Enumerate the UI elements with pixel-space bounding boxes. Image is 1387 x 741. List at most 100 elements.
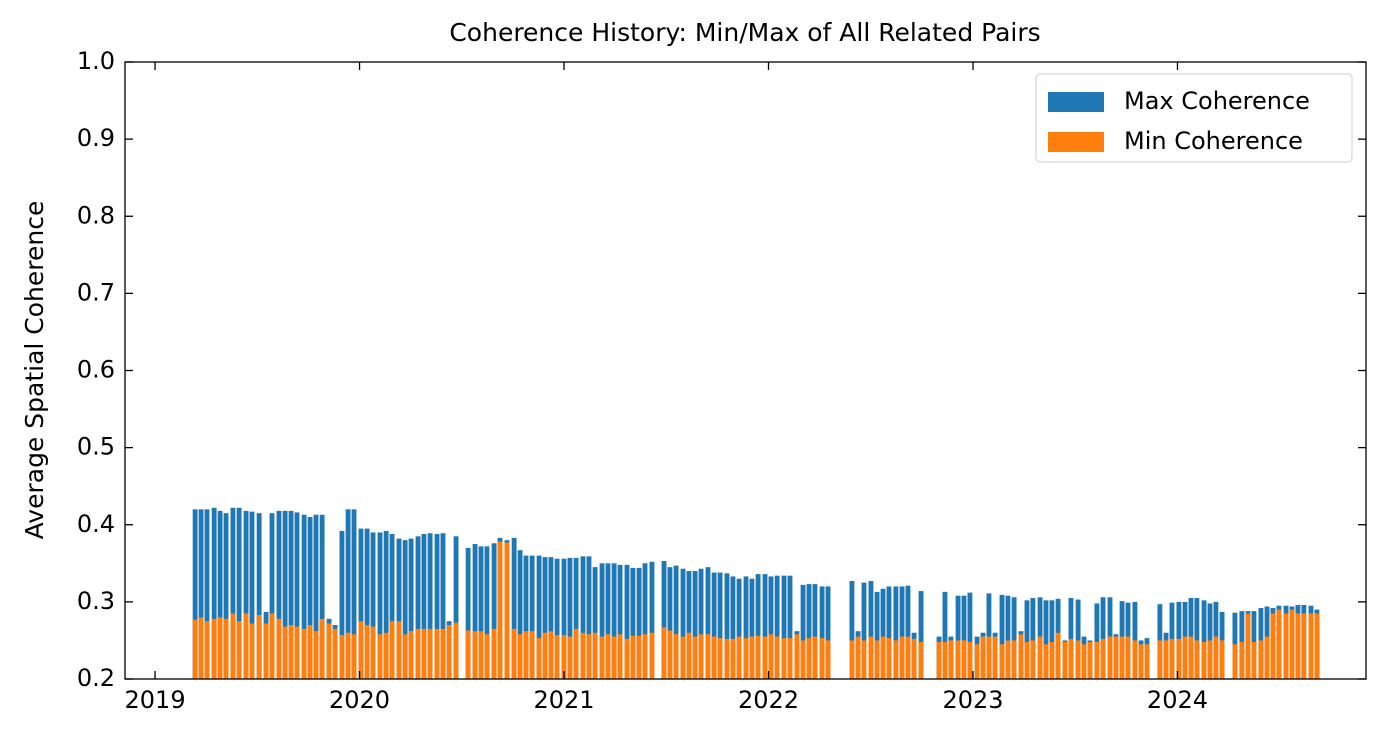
bar xyxy=(868,636,874,679)
bar xyxy=(661,627,667,679)
bar xyxy=(440,628,446,679)
bar xyxy=(1270,613,1276,679)
bar xyxy=(427,533,433,679)
bar xyxy=(730,638,736,679)
bar xyxy=(967,592,973,679)
bar xyxy=(1188,636,1194,679)
bar xyxy=(800,584,806,679)
bar xyxy=(1075,640,1081,679)
bar xyxy=(276,618,282,679)
y-tick-label: 0.4 xyxy=(77,510,115,538)
bar xyxy=(561,635,567,679)
bar xyxy=(421,628,427,679)
bar xyxy=(868,581,874,679)
bar xyxy=(800,640,806,679)
bar xyxy=(986,593,992,679)
bar xyxy=(806,584,812,679)
bar xyxy=(1081,644,1087,679)
bar xyxy=(217,510,223,679)
bar xyxy=(1011,640,1017,679)
bar xyxy=(692,636,698,679)
bar xyxy=(580,556,586,679)
bar xyxy=(1289,609,1295,679)
bar xyxy=(755,635,761,679)
bar xyxy=(1100,638,1106,679)
bar xyxy=(880,588,886,679)
bar xyxy=(886,586,892,679)
bar xyxy=(236,621,242,679)
bar xyxy=(421,534,427,679)
bar xyxy=(1308,613,1314,679)
bar xyxy=(339,635,345,679)
bar xyxy=(955,640,961,679)
bar xyxy=(992,636,998,679)
bar xyxy=(288,510,294,679)
bar xyxy=(364,528,370,679)
bar xyxy=(1169,638,1175,679)
bar xyxy=(692,571,698,679)
bar xyxy=(580,632,586,679)
bar xyxy=(211,618,217,679)
bar xyxy=(1232,644,1238,679)
bar xyxy=(768,634,774,679)
bar xyxy=(358,621,364,679)
bar xyxy=(301,628,307,679)
bar xyxy=(630,567,636,679)
bar xyxy=(918,641,924,679)
bar xyxy=(825,640,831,679)
bar xyxy=(999,644,1005,679)
bar xyxy=(617,634,623,679)
bar xyxy=(861,582,867,679)
bar xyxy=(736,578,742,679)
bar xyxy=(198,617,204,679)
y-tick-label: 0.8 xyxy=(77,201,115,229)
bar xyxy=(396,621,402,679)
bar xyxy=(192,509,198,679)
legend-swatch xyxy=(1048,92,1104,112)
bar xyxy=(523,631,529,679)
bar xyxy=(529,631,535,679)
bar xyxy=(893,586,899,679)
bar xyxy=(511,537,517,679)
bar xyxy=(605,563,611,679)
bar xyxy=(536,638,542,679)
bar xyxy=(402,540,408,679)
bar xyxy=(236,507,242,679)
bar xyxy=(812,584,818,679)
bar xyxy=(491,628,497,679)
bar xyxy=(389,534,395,679)
bar xyxy=(599,563,605,679)
bar xyxy=(484,546,490,679)
bar xyxy=(345,632,351,679)
bar xyxy=(787,575,793,679)
bar xyxy=(548,631,554,679)
bar xyxy=(415,628,421,679)
bar xyxy=(1018,634,1024,679)
bar xyxy=(874,640,880,679)
bar xyxy=(1087,641,1093,679)
bar xyxy=(961,595,967,679)
bar xyxy=(282,626,288,679)
bar xyxy=(511,628,517,679)
bar xyxy=(276,510,282,679)
bar xyxy=(893,640,899,679)
bar xyxy=(905,636,911,679)
bar xyxy=(383,632,389,679)
bar xyxy=(230,507,236,679)
bar xyxy=(1276,609,1282,679)
bar xyxy=(377,634,383,679)
bar xyxy=(307,517,313,679)
bar xyxy=(717,638,723,679)
bar xyxy=(661,560,667,679)
bar xyxy=(819,586,825,679)
bar xyxy=(211,507,217,679)
bar xyxy=(249,623,255,679)
bar xyxy=(269,613,275,679)
bar xyxy=(370,532,376,679)
bar xyxy=(667,630,673,679)
bar xyxy=(504,542,510,679)
bar xyxy=(1163,640,1169,679)
bar xyxy=(849,640,855,679)
bar xyxy=(319,618,325,679)
bar xyxy=(1157,640,1163,679)
